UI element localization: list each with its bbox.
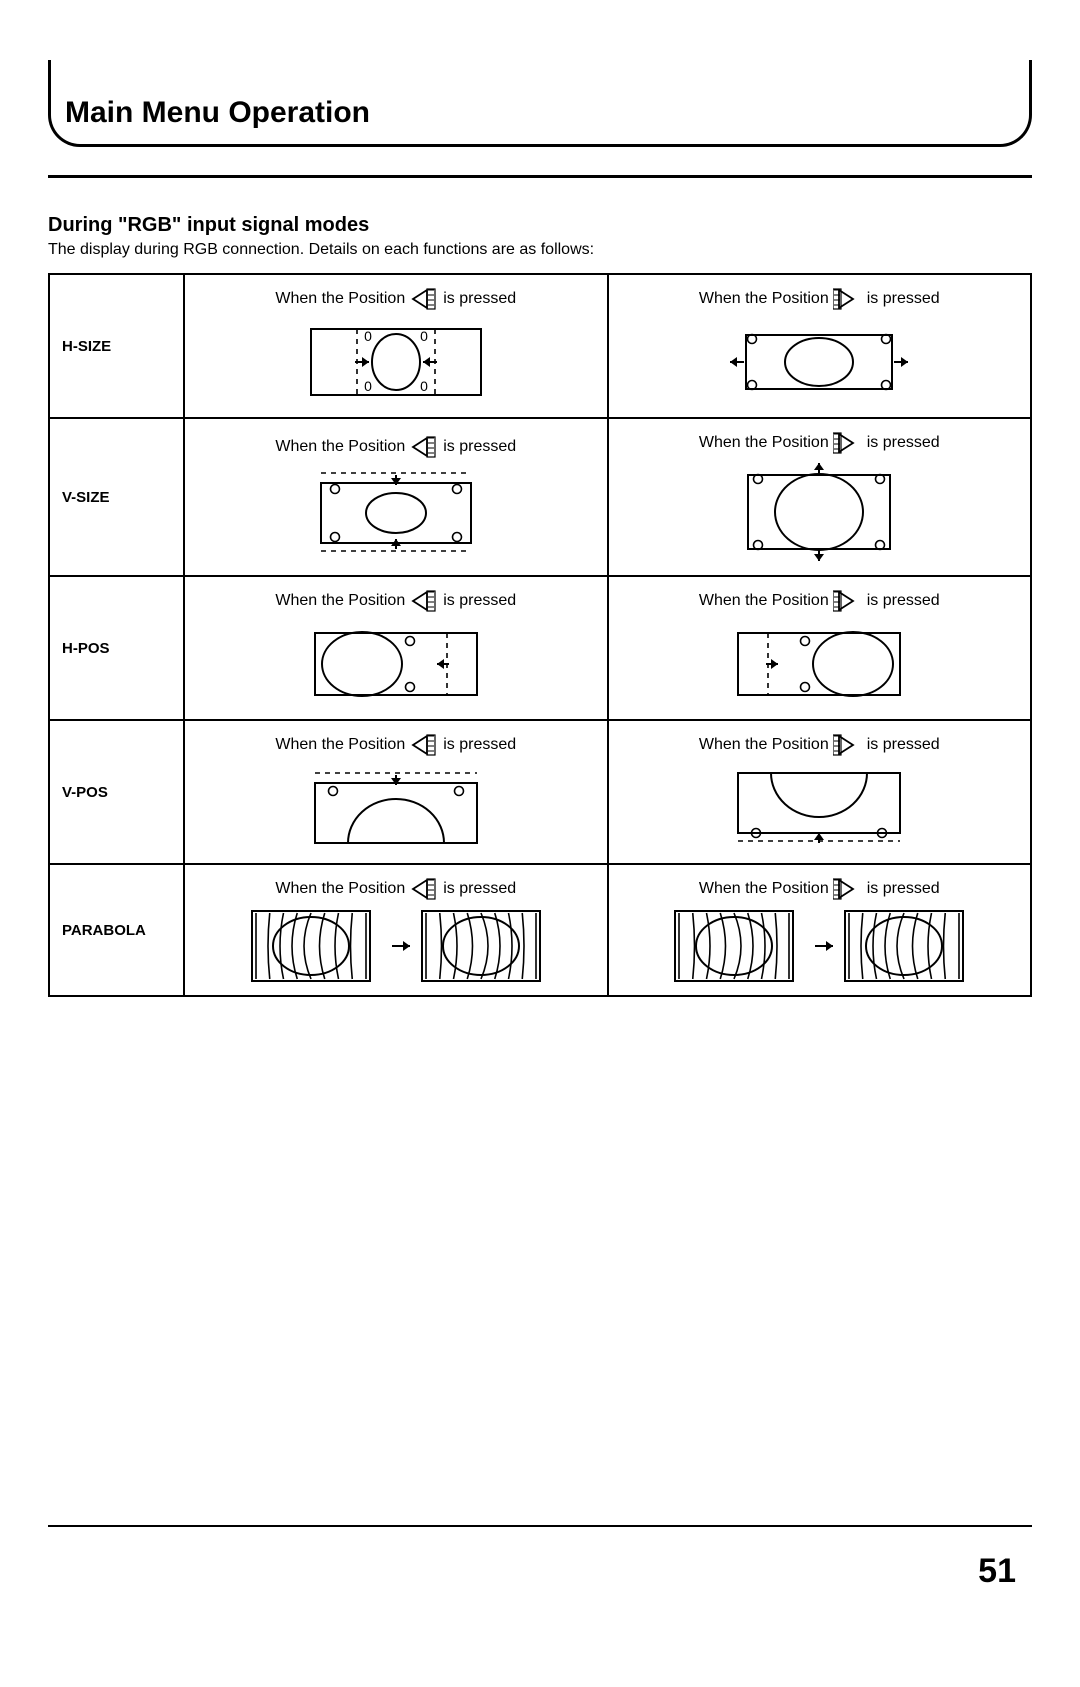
figure-vsize-expand [617, 461, 1023, 565]
position-right-icon [833, 287, 863, 311]
position-left-icon [409, 435, 439, 459]
caption-prefix: When the Position [275, 438, 405, 456]
caption-prefix: When the Position [699, 434, 829, 452]
manual-page: Main Menu Operation During "RGB" input s… [0, 0, 1080, 1687]
svg-text:0: 0 [364, 328, 372, 344]
cell-right: When the Position is pressed [608, 418, 1032, 576]
table-row: PARABOLAWhen the Positionis pressedWhen … [49, 864, 1031, 996]
caption-suffix: is pressed [867, 290, 940, 308]
row-label: V-POS [49, 720, 184, 864]
cell-caption: When the Position is pressed [275, 733, 516, 757]
cell-caption: When the Position is pressed [275, 435, 516, 459]
figure-vsize-shrink [193, 465, 599, 561]
caption-suffix: is pressed [867, 880, 940, 898]
cell-caption: When the Position is pressed [699, 733, 940, 757]
cell-caption: When the Position is pressed [275, 589, 516, 613]
figure-hsize-expand [617, 317, 1023, 407]
caption-suffix: is pressed [443, 438, 516, 456]
intro-block: During "RGB" input signal modes The disp… [48, 214, 1032, 259]
caption-prefix: When the Position [699, 592, 829, 610]
figure-parabola-concave [617, 907, 1023, 985]
cell-right: When the Position is pressed [608, 864, 1032, 996]
caption-suffix: is pressed [443, 290, 516, 308]
position-right-icon [833, 431, 863, 455]
table-row: H-SIZEWhen the Positionis pressed0000Whe… [49, 274, 1031, 418]
position-right-icon [833, 589, 863, 613]
figure-vpos-down [193, 763, 599, 853]
caption-prefix: When the Position [699, 290, 829, 308]
title-well: Main Menu Operation [48, 60, 1032, 147]
cell-right: When the Position is pressed [608, 274, 1032, 418]
caption-suffix: is pressed [867, 592, 940, 610]
caption-prefix: When the Position [699, 880, 829, 898]
caption-prefix: When the Position [275, 592, 405, 610]
functions-table: H-SIZEWhen the Positionis pressed0000Whe… [48, 273, 1032, 997]
section-subtext: The display during RGB connection. Detai… [48, 241, 1032, 259]
page-number: 51 [978, 1552, 1016, 1591]
cell-left: When the Position is pressed [184, 418, 608, 576]
svg-text:0: 0 [420, 328, 428, 344]
cell-caption: When the Position is pressed [275, 877, 516, 901]
position-left-icon [409, 877, 439, 901]
position-left-icon [409, 287, 439, 311]
figure-hsize-shrink: 0 0 0 0 [193, 317, 599, 407]
figure-hpos-right [617, 619, 1023, 709]
cell-caption: When the Position is pressed [275, 287, 516, 311]
caption-prefix: When the Position [275, 736, 405, 754]
caption-suffix: is pressed [867, 434, 940, 452]
bottom-rule [48, 1525, 1032, 1527]
cell-caption: When the Position is pressed [699, 589, 940, 613]
position-left-icon [409, 589, 439, 613]
cell-left: When the Position is pressed 0 0 0 0 [184, 274, 608, 418]
cell-caption: When the Position is pressed [699, 877, 940, 901]
table-row: H-POSWhen the Positionis pressedWhen the… [49, 576, 1031, 720]
cell-right: When the Position is pressed [608, 576, 1032, 720]
top-rule [48, 175, 1032, 178]
figure-parabola-convex [193, 907, 599, 985]
row-label: H-SIZE [49, 274, 184, 418]
position-left-icon [409, 733, 439, 757]
row-label: H-POS [49, 576, 184, 720]
svg-text:0: 0 [364, 378, 372, 394]
caption-suffix: is pressed [443, 880, 516, 898]
row-label: PARABOLA [49, 864, 184, 996]
caption-prefix: When the Position [699, 736, 829, 754]
cell-caption: When the Position is pressed [699, 431, 940, 455]
caption-suffix: is pressed [443, 736, 516, 754]
cell-left: When the Position is pressed [184, 720, 608, 864]
table-row: V-POSWhen the Positionis pressedWhen the… [49, 720, 1031, 864]
caption-prefix: When the Position [275, 880, 405, 898]
table-row: V-SIZEWhen the Positionis pressedWhen th… [49, 418, 1031, 576]
position-right-icon [833, 877, 863, 901]
cell-caption: When the Position is pressed [699, 287, 940, 311]
svg-text:0: 0 [420, 378, 428, 394]
caption-prefix: When the Position [275, 290, 405, 308]
page-title: Main Menu Operation [65, 96, 1019, 130]
figure-hpos-left [193, 619, 599, 709]
section-heading: During "RGB" input signal modes [48, 214, 1032, 237]
caption-suffix: is pressed [867, 736, 940, 754]
cell-left: When the Position is pressed [184, 576, 608, 720]
cell-left: When the Position is pressed [184, 864, 608, 996]
row-label: V-SIZE [49, 418, 184, 576]
cell-right: When the Position is pressed [608, 720, 1032, 864]
caption-suffix: is pressed [443, 592, 516, 610]
position-right-icon [833, 733, 863, 757]
figure-vpos-up [617, 763, 1023, 853]
